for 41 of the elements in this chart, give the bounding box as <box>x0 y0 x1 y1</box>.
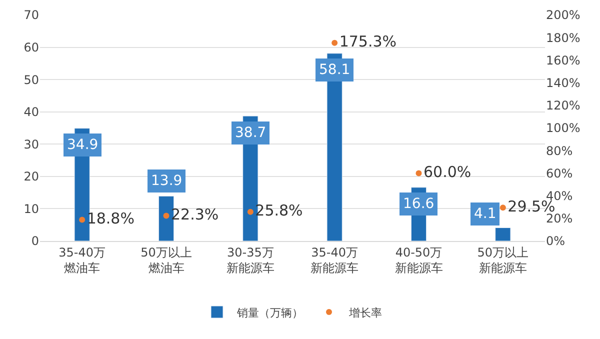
y-tick-label: 50 <box>24 72 39 87</box>
data-label: 60.0% <box>424 162 472 181</box>
x-tick-label: 50万以上燃油车 <box>140 245 192 275</box>
point <box>247 208 254 215</box>
data-label: 58.1 <box>319 62 350 78</box>
data-label: 175.3% <box>339 32 397 51</box>
x-tick-label: 35-40万燃油车 <box>58 245 106 275</box>
y2-tick-label: 20% <box>546 212 573 226</box>
y2-tick-label: 200% <box>546 8 580 22</box>
y2-tick-label: 140% <box>546 76 580 90</box>
data-label: 16.6 <box>403 196 434 212</box>
y-tick-label: 40 <box>24 105 39 120</box>
data-label: 34.9 <box>67 137 98 153</box>
x-tick-label: 30-35万新能源车 <box>226 245 274 275</box>
y-tick-label: 10 <box>24 202 39 216</box>
data-label: 13.9 <box>151 173 182 189</box>
y2-tick-label: 100% <box>546 121 580 136</box>
x-tick-label: 35-40万新能源车 <box>310 245 359 275</box>
legend-label: 增长率 <box>348 306 382 320</box>
y-tick-label: 20 <box>24 170 39 184</box>
y2-tick-label: 120% <box>546 98 580 113</box>
y2-tick-label: 0% <box>546 234 566 248</box>
y2-tick-label: 180% <box>546 30 580 45</box>
y2-tick-label: 80% <box>546 144 573 158</box>
bar <box>495 228 511 241</box>
data-label: 4.1 <box>474 206 496 222</box>
point <box>416 170 422 176</box>
legend-label: 销量（万辆） <box>236 306 303 320</box>
x-tick-label: 40-50万新能源车 <box>394 245 443 275</box>
point <box>332 40 338 46</box>
y2-tick-label: 60% <box>546 166 573 180</box>
point <box>500 204 506 211</box>
y-tick-label: 70 <box>24 8 39 22</box>
point <box>163 212 170 219</box>
point <box>79 216 86 223</box>
y-tick-label: 0 <box>31 234 39 248</box>
y-tick-label: 60 <box>24 40 39 54</box>
data-label: 38.7 <box>235 125 266 141</box>
y-tick-label: 30 <box>24 137 39 152</box>
x-tick-label: 50万以上新能源车 <box>477 245 529 275</box>
y2-tick-label: 160% <box>546 53 580 68</box>
